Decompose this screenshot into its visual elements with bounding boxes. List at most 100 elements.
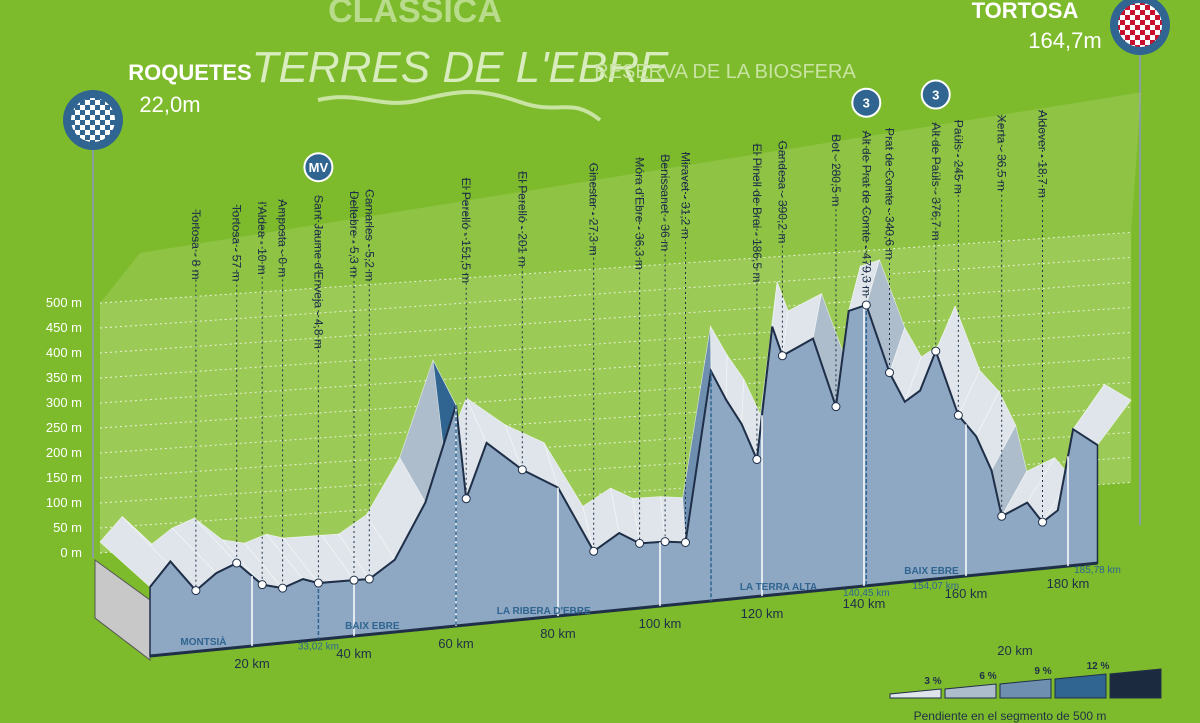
legend-swatch <box>944 683 997 699</box>
km-marker: 185,78 km <box>1074 565 1121 576</box>
supertitle: CLASSICA <box>328 0 502 30</box>
waypoint-label: Benissanet - 36 m <box>658 154 672 251</box>
km-marker: 33,02 km <box>298 641 339 652</box>
grid-line <box>99 231 1132 304</box>
grid-line <box>99 256 1132 329</box>
sector-label: BAIX EBRE <box>904 566 959 577</box>
x-tick-label: 40 km <box>336 646 371 661</box>
start-flag <box>71 98 115 142</box>
waypoint-label: Miravet - 31,2 m <box>679 152 693 239</box>
profile-line <box>149 303 1099 592</box>
waypoint-dot <box>313 578 323 588</box>
legend-label: 3 % <box>924 676 941 687</box>
x-tick-label: 160 km <box>945 586 988 601</box>
y-tick-label: 200 m <box>46 445 82 460</box>
legend-swatch <box>999 678 1052 699</box>
waypoint-dot <box>777 351 787 361</box>
waypoint-label: Aldover - 18,7 m <box>1036 110 1050 198</box>
legend-label: 12 % <box>1087 661 1110 672</box>
waypoint-dot <box>997 511 1007 521</box>
legend-swatch <box>1109 668 1162 699</box>
left-face <box>94 559 151 662</box>
y-tick-label: 500 m <box>46 295 82 310</box>
waypoint-dot <box>752 455 762 465</box>
waypoint-dot <box>191 586 201 596</box>
sector-label: LA RIBERA D'EBRE <box>497 606 591 617</box>
sector-label: LA TERRA ALTA <box>740 582 817 593</box>
finish-flag <box>1118 3 1162 47</box>
waypoint-label: El Perelló - 201 m <box>515 171 529 266</box>
waypoint-label: Alt de Paüls - 376,7 m <box>929 123 943 241</box>
waypoint-dot <box>517 465 527 475</box>
scale-label: 20 km <box>997 643 1032 658</box>
waypoint-label: Paüls - 245 m <box>951 120 965 194</box>
x-tick-label: 80 km <box>540 626 575 641</box>
waypoint-dot <box>278 583 288 593</box>
y-tick-label: 50 m <box>53 520 82 535</box>
waypoint-dot <box>660 537 670 547</box>
waypoint-label: Xerta - 36,5 m <box>995 115 1009 191</box>
legend-caption: Pendiente en el segmento de 500 m <box>914 709 1107 723</box>
base-line <box>149 561 1098 658</box>
waypoint-label: Amposta - 0 m <box>276 199 290 277</box>
waypoint-dot <box>364 574 374 584</box>
y-tick-label: 150 m <box>46 470 82 485</box>
sector-label: BAIX EBRE <box>345 621 400 632</box>
climb-badge <box>920 79 951 110</box>
grid-line <box>99 281 1132 354</box>
km-marker: 154,07 km <box>912 581 959 592</box>
climb-label: MV <box>309 160 329 175</box>
back-plane-top <box>100 92 1142 304</box>
waypoint-dot <box>461 494 471 504</box>
climb-label: 3 <box>863 96 870 111</box>
y-tick-label: 100 m <box>46 495 82 510</box>
slope-segment <box>660 496 686 543</box>
legend-label: 6 % <box>979 671 996 682</box>
waypoint-dot <box>953 410 963 420</box>
plot: 0 m 50 m 100 m 150 m 200 m 250 m 300 m 350 m 400… <box>46 79 1162 723</box>
waypoint-label: El Pinell de Brai - 186,5 m <box>750 144 764 283</box>
subtitle: RESERVA DE LA BIOSFERA <box>594 61 856 83</box>
waypoint-dot <box>349 575 359 585</box>
title: TERRES DE L'EBRE <box>252 43 669 92</box>
sector-label: MONTSIÀ <box>180 635 226 648</box>
waypoint-dot <box>589 546 599 556</box>
climb-badge <box>851 87 882 118</box>
y-tick-label: 400 m <box>46 345 82 360</box>
legend-swatch <box>1054 673 1107 699</box>
y-tick-label: 300 m <box>46 395 82 410</box>
x-tick-label: 60 km <box>438 636 473 651</box>
waypoint-dot <box>885 368 894 378</box>
waypoint-dot <box>1038 517 1047 527</box>
start-elevation: 22,0m <box>139 92 200 117</box>
waypoint-label: Alt de Prat de Comte - 479,3 m <box>859 131 873 296</box>
km-marker: 140,45 km <box>843 588 890 599</box>
waypoint-dot <box>861 300 871 310</box>
x-tick-label: 180 km <box>1047 576 1090 591</box>
legend-label: 9 % <box>1034 666 1051 677</box>
waypoint-dot <box>831 402 841 412</box>
waypoint-dot <box>681 538 690 547</box>
y-tick-label: 0 m <box>60 545 82 560</box>
x-tick-label: 140 km <box>843 596 886 611</box>
climb-badge <box>303 152 334 183</box>
finish-name: TORTOSA <box>972 0 1079 23</box>
start-name: ROQUETES <box>128 60 251 85</box>
x-tick-label: 120 km <box>741 606 784 621</box>
waypoint-dot <box>635 538 645 548</box>
y-tick-label: 250 m <box>46 420 82 435</box>
x-tick-label: 20 km <box>234 656 269 671</box>
legend-swatch <box>889 688 942 699</box>
waypoint-label: El Perelló - 151,5 m <box>459 178 473 283</box>
finish-elevation: 164,7m <box>1028 28 1101 53</box>
waypoint-label: Tortosa - 57 m <box>230 205 244 282</box>
x-tick-label: 100 km <box>639 616 682 631</box>
y-tick-label: 450 m <box>46 320 82 335</box>
waypoint-dot <box>931 346 941 356</box>
climb-label: 3 <box>932 88 939 103</box>
waypoint-dot <box>257 580 267 590</box>
y-tick-label: 350 m <box>46 370 82 385</box>
waypoint-label: Deltebre - 5,3 m <box>347 191 361 277</box>
logo-wave <box>317 90 602 122</box>
